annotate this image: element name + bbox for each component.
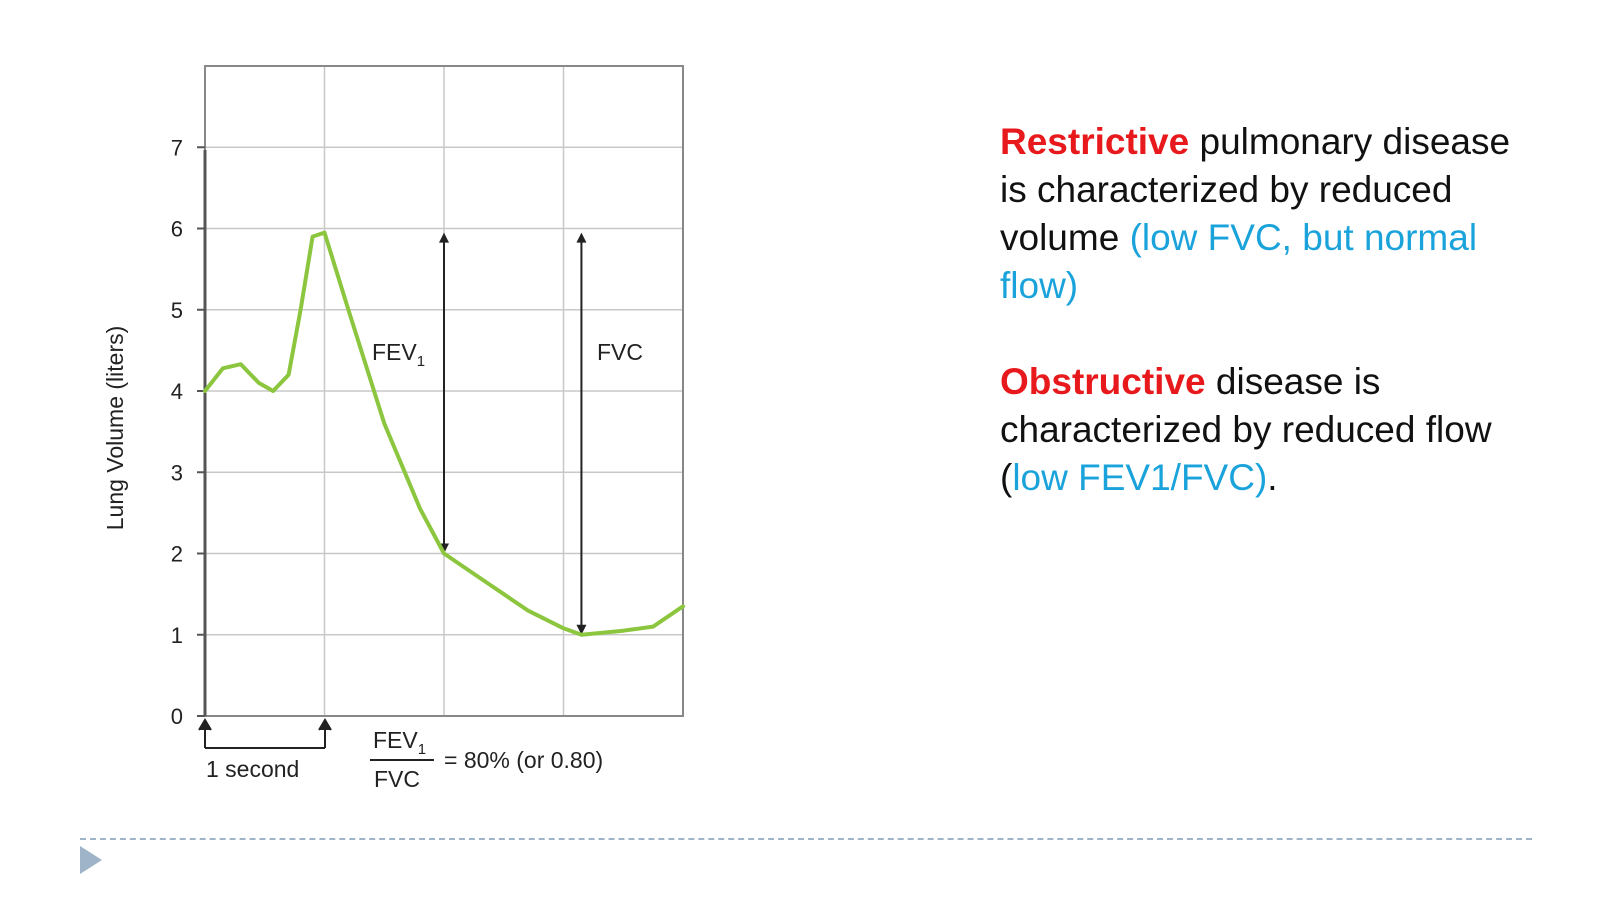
obstructive-highlight: low FEV1/FVC): [1012, 457, 1268, 498]
fev1-label: FEV1: [372, 339, 425, 370]
restrictive-keyword: Restrictive: [1000, 121, 1190, 162]
footer-divider: [80, 838, 1532, 840]
ratio-denominator: FVC: [374, 766, 420, 792]
y-tick-label: 6: [171, 217, 183, 242]
fvc-arrow-head-top: [576, 232, 587, 243]
volume-curve-line: [203, 230, 685, 637]
fvc-label: FVC: [597, 339, 643, 365]
y-tick-label: 4: [171, 379, 183, 404]
restrictive-paragraph: Restrictive pulmonary disease is charact…: [1000, 118, 1520, 310]
obstructive-text: disease is characterized by reduced flow…: [1000, 361, 1492, 498]
fvc-arrow-head-bottom: [576, 624, 587, 635]
obstructive-keyword: Obstructive: [1000, 361, 1206, 402]
spirometry-chart: 0 1 2 3 4 5 6 7 Lung Volume (liters) FEV1 FVC 1…: [102, 65, 685, 792]
obstructive-paragraph: Obstructive disease is characterized by …: [1000, 358, 1520, 502]
slide-bullet-icon: [80, 846, 102, 874]
obstructive-period: .: [1267, 457, 1278, 498]
restrictive-text: pulmonary disease is characterized by re…: [1000, 121, 1511, 258]
y-tick-label: 5: [171, 298, 183, 323]
restrictive-highlight: (low FVC, but normal flow): [1000, 217, 1478, 306]
interval-label: 1 second: [206, 756, 299, 782]
y-tick-label: 7: [171, 135, 183, 160]
one-second-bracket: [198, 718, 332, 749]
explanation-text: Restrictive pulmonary disease is charact…: [1000, 118, 1520, 550]
y-axis-label: Lung Volume (liters): [102, 326, 128, 531]
y-tick-label: 3: [171, 460, 183, 485]
fev1-arrow-head-top: [439, 232, 449, 243]
y-ticks: 0 1 2 3 4 5 6 7: [171, 135, 205, 729]
ratio-text: = 80% (or 0.80): [444, 747, 603, 773]
y-tick-label: 1: [171, 623, 183, 648]
y-tick-label: 2: [171, 542, 183, 567]
ratio-numerator: FEV1: [373, 727, 426, 758]
y-tick-label: 0: [171, 704, 183, 729]
measure-arrows: [439, 232, 587, 635]
